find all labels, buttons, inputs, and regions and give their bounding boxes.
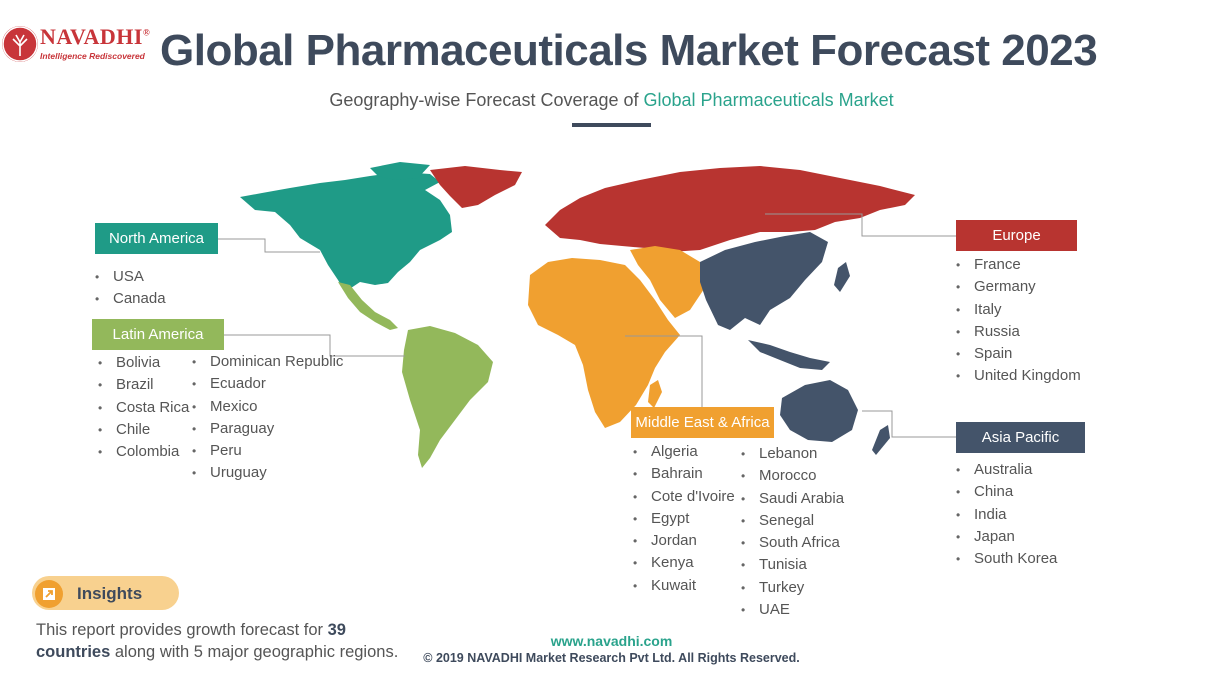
country-item: Morocco	[741, 465, 844, 487]
south-america-landmass	[402, 326, 493, 468]
country-item: Senegal	[741, 510, 844, 532]
greenland-landmass	[370, 162, 430, 180]
insights-text-prefix: This report provides growth forecast for	[36, 621, 328, 639]
country-item: Uruguay	[192, 462, 343, 484]
country-item: South Africa	[741, 532, 844, 554]
country-item: France	[956, 254, 1081, 276]
footer-url[interactable]: www.navadhi.com	[550, 633, 673, 649]
country-item: Bahrain	[633, 463, 735, 485]
country-item: Paraguay	[192, 418, 343, 440]
title-divider	[572, 123, 651, 127]
page-subtitle: Geography-wise Forecast Coverage of Glob…	[0, 90, 1223, 111]
region-tag-middle-east-africa: Middle East & Africa	[631, 407, 774, 438]
country-item: Kenya	[633, 552, 735, 574]
country-item: Ecuador	[192, 373, 343, 395]
country-item: Tunisia	[741, 554, 844, 576]
country-item: Peru	[192, 440, 343, 462]
region-tag-latin-america: Latin America	[92, 319, 224, 350]
country-item: Egypt	[633, 508, 735, 530]
country-list-asia-pacific: Australia China India Japan South Korea	[956, 459, 1057, 570]
africa-landmass	[528, 258, 680, 428]
eurasia-north-landmass	[545, 166, 915, 252]
country-item: UAE	[741, 599, 844, 621]
country-list-middle-east-africa-col1: Algeria Bahrain Cote d'Ivoire Egypt Jord…	[633, 441, 735, 597]
country-item: Germany	[956, 276, 1081, 298]
subtitle-highlight: Global Pharmaceuticals Market	[643, 90, 894, 110]
country-list-latin-america-col2: Dominican Republic Ecuador Mexico Paragu…	[192, 351, 343, 485]
middle-east-landmass	[630, 246, 710, 318]
country-item: Russia	[956, 321, 1081, 343]
country-item: Spain	[956, 343, 1081, 365]
australia-landmass	[780, 380, 858, 442]
brand-tagline: Intelligence Rediscovered	[40, 51, 145, 61]
new-zealand-landmass	[872, 425, 890, 455]
japan-landmass	[834, 262, 850, 292]
page-title: Global Pharmaceuticals Market Forecast 2…	[160, 26, 1098, 75]
country-item: Costa Rica	[98, 397, 189, 419]
region-tag-europe: Europe	[956, 220, 1077, 251]
country-item: Dominican Republic	[192, 351, 343, 373]
country-item: Turkey	[741, 577, 844, 599]
country-item: Japan	[956, 526, 1057, 548]
callout-lines	[218, 213, 956, 438]
insights-text-suffix: along with 5 major geographic regions.	[110, 643, 399, 661]
asia-landmass	[700, 232, 828, 330]
europe-russia-landmass	[430, 166, 522, 208]
country-list-middle-east-africa-col2: Lebanon Morocco Saudi Arabia Senegal Sou…	[741, 443, 844, 621]
registered-mark: ®	[142, 27, 151, 38]
country-item: South Korea	[956, 548, 1057, 570]
country-list-latin-america-col1: Bolivia Brazil Costa Rica Chile Colombia	[98, 352, 189, 463]
navadhi-logo: NAVADHI® Intelligence Rediscovered	[2, 24, 152, 64]
country-item: Colombia	[98, 441, 189, 463]
southeast-asia-landmass	[748, 340, 830, 370]
country-item: Kuwait	[633, 575, 735, 597]
insights-label: Insights	[77, 584, 143, 603]
country-item: Australia	[956, 459, 1057, 481]
central-america-landmass	[338, 282, 398, 330]
region-tag-asia-pacific: Asia Pacific	[956, 422, 1085, 453]
country-item: China	[956, 481, 1057, 503]
insights-text-bold: countries	[36, 643, 111, 661]
country-item: Jordan	[633, 530, 735, 552]
country-item: Cote d'Ivoire	[633, 486, 735, 508]
country-item: Algeria	[633, 441, 735, 463]
arrow-up-right-icon	[35, 580, 63, 608]
insights-count: 39	[327, 621, 346, 639]
country-list-north-america: USA Canada	[95, 266, 166, 311]
region-tag-north-america: North America	[95, 223, 218, 254]
madagascar-landmass	[648, 380, 662, 408]
country-item: Bolivia	[98, 352, 189, 374]
country-item: Chile	[98, 419, 189, 441]
country-item: Mexico	[192, 396, 343, 418]
subtitle-prefix: Geography-wise Forecast Coverage of	[329, 90, 644, 110]
brand-name: NAVADHI®	[40, 24, 151, 49]
tree-logo-icon	[2, 26, 38, 62]
country-item: United Kingdom	[956, 365, 1081, 387]
country-item: Canada	[95, 288, 166, 310]
country-item: Lebanon	[741, 443, 844, 465]
insights-text: This report provides growth forecast for…	[36, 619, 416, 663]
footer-copyright: © 2019 NAVADHI Market Research Pvt Ltd. …	[423, 651, 800, 665]
country-item: Saudi Arabia	[741, 488, 844, 510]
country-item: Brazil	[98, 374, 189, 396]
country-item: USA	[95, 266, 166, 288]
north-america-landmass	[240, 172, 452, 292]
country-list-europe: France Germany Italy Russia Spain United…	[956, 254, 1081, 388]
country-item: India	[956, 504, 1057, 526]
country-item: Italy	[956, 299, 1081, 321]
